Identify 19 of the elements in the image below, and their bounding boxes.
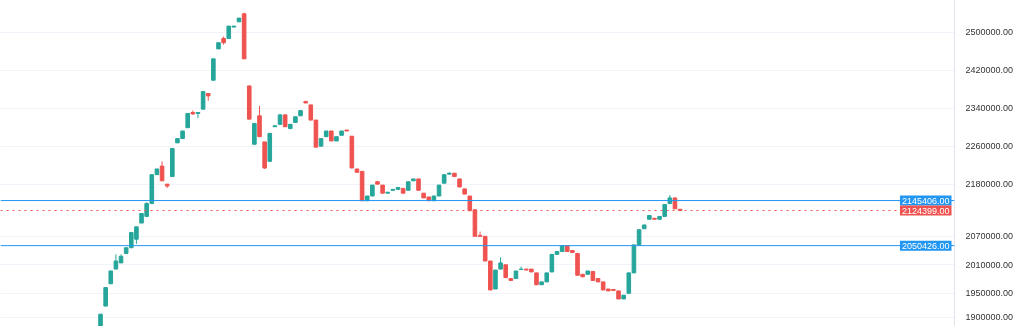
ref-line-label: 2124399.00 xyxy=(901,205,950,216)
candlestick xyxy=(159,160,165,182)
y-tick-label: 2340000.00 xyxy=(965,103,1014,114)
y-tick-label: 2500000.00 xyxy=(965,27,1014,38)
y-tick-label: 2420000.00 xyxy=(965,65,1014,76)
ref-line-label: 2145406.00 xyxy=(901,195,950,206)
y-tick-label: 2260000.00 xyxy=(965,141,1014,152)
candlestick xyxy=(195,111,201,119)
y-tick-label: 2010000.00 xyxy=(965,259,1014,270)
candlestick xyxy=(257,105,262,138)
ref-line-label: 2050426.00 xyxy=(901,240,950,251)
candlestick xyxy=(103,287,108,307)
y-tick-label: 2070000.00 xyxy=(965,231,1014,242)
candlestick xyxy=(211,58,216,81)
candlestick xyxy=(252,122,257,145)
candlestick xyxy=(493,269,498,290)
y-tick-label: 2180000.00 xyxy=(965,179,1014,190)
y-tick-label: 1950000.00 xyxy=(965,288,1014,299)
y-tick-label: 1900000.00 xyxy=(965,312,1014,323)
